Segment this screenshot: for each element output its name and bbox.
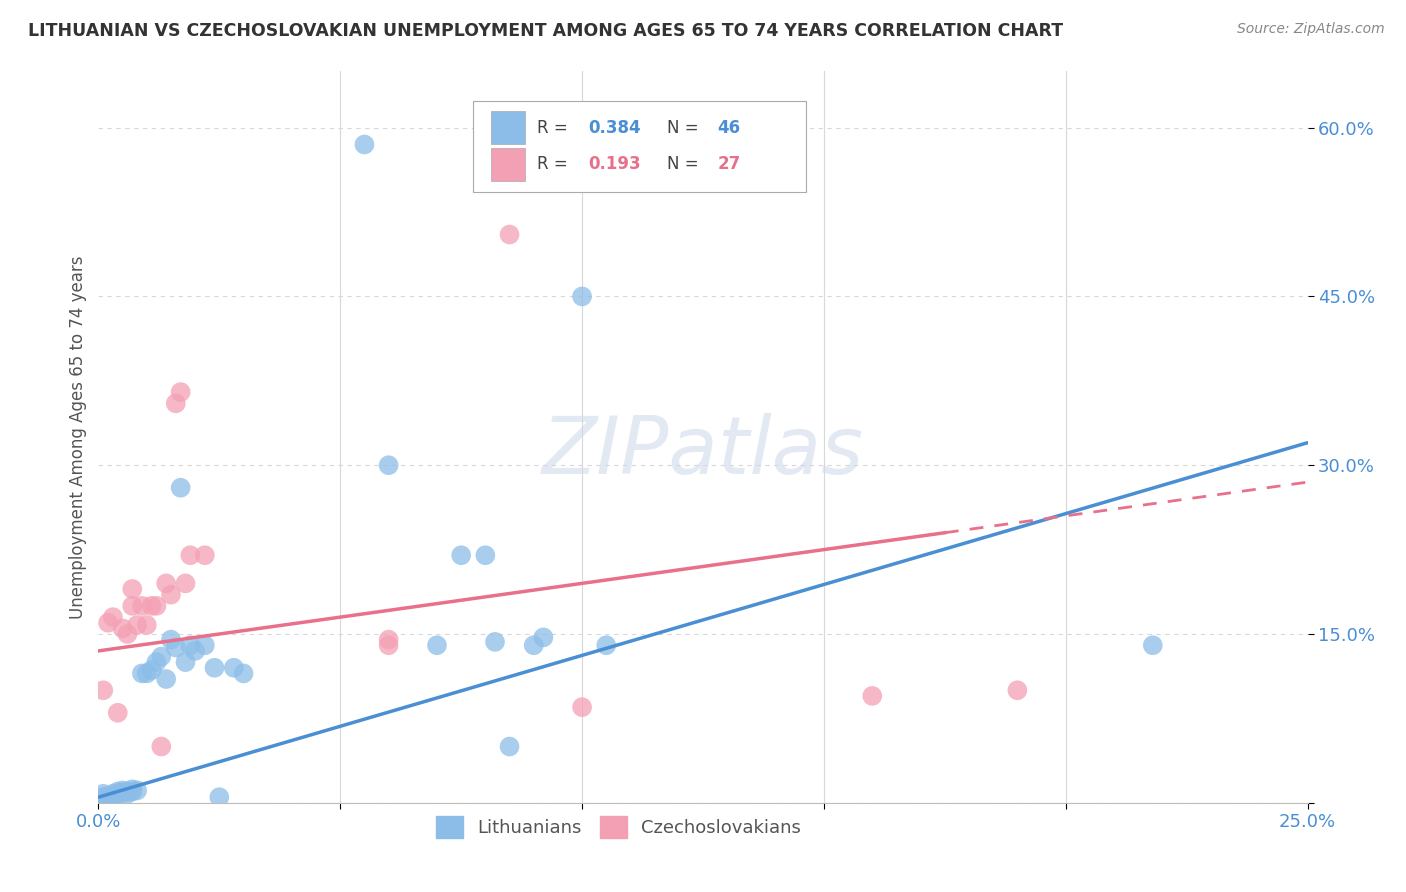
Point	[101, 610, 124, 624]
Y-axis label: Unemployment Among Ages 65 to 74 years: Unemployment Among Ages 65 to 74 years	[69, 255, 87, 619]
Text: 27: 27	[717, 155, 741, 173]
Point	[107, 706, 129, 720]
Point	[121, 784, 143, 798]
Point	[426, 638, 449, 652]
Text: N =: N =	[666, 155, 703, 173]
Point	[145, 599, 167, 613]
Point	[174, 655, 197, 669]
Point	[377, 632, 399, 647]
Bar	[492, 112, 526, 145]
Point	[107, 788, 129, 802]
Point	[1007, 683, 1029, 698]
Point	[179, 548, 201, 562]
Point	[194, 638, 217, 652]
Point	[91, 787, 114, 801]
Point	[97, 789, 120, 803]
Text: ZIPatlas: ZIPatlas	[541, 413, 865, 491]
Point	[111, 783, 134, 797]
Point	[97, 791, 120, 805]
Point	[179, 638, 201, 652]
Point	[571, 289, 593, 303]
Point	[150, 739, 173, 754]
Point	[135, 618, 157, 632]
Point	[498, 739, 520, 754]
Text: 0.193: 0.193	[588, 155, 641, 173]
Point	[160, 588, 183, 602]
Point	[111, 786, 134, 800]
Point	[377, 638, 399, 652]
Point	[571, 700, 593, 714]
Point	[135, 666, 157, 681]
Point	[121, 582, 143, 596]
Point	[165, 396, 187, 410]
Legend: Lithuanians, Czechoslovakians: Lithuanians, Czechoslovakians	[429, 808, 808, 845]
Text: Source: ZipAtlas.com: Source: ZipAtlas.com	[1237, 22, 1385, 37]
Point	[184, 644, 207, 658]
Point	[155, 672, 177, 686]
Bar	[492, 148, 526, 181]
Point	[377, 458, 399, 473]
Point	[127, 618, 149, 632]
Point	[141, 663, 163, 677]
Point	[121, 782, 143, 797]
Text: N =: N =	[666, 119, 703, 136]
Point	[101, 787, 124, 801]
Point	[97, 615, 120, 630]
FancyBboxPatch shape	[474, 101, 806, 192]
Point	[91, 790, 114, 805]
Point	[117, 784, 139, 798]
Point	[484, 635, 506, 649]
Point	[474, 548, 496, 562]
Point	[531, 631, 554, 645]
Point	[101, 789, 124, 803]
Point	[165, 640, 187, 655]
Point	[232, 666, 254, 681]
Text: 46: 46	[717, 119, 741, 136]
Text: 0.384: 0.384	[588, 119, 641, 136]
Point	[450, 548, 472, 562]
Point	[145, 655, 167, 669]
Point	[117, 787, 139, 801]
Point	[1142, 638, 1164, 652]
Point	[498, 227, 520, 242]
Point	[107, 784, 129, 798]
Point	[194, 548, 217, 562]
Point	[222, 661, 245, 675]
Point	[204, 661, 226, 675]
Point	[131, 599, 153, 613]
Point	[155, 576, 177, 591]
Point	[208, 790, 231, 805]
Text: R =: R =	[537, 119, 574, 136]
Point	[150, 649, 173, 664]
Point	[101, 790, 124, 805]
Point	[111, 621, 134, 635]
Point	[595, 638, 617, 652]
Point	[353, 137, 375, 152]
Point	[523, 638, 546, 652]
Point	[141, 599, 163, 613]
Text: LITHUANIAN VS CZECHOSLOVAKIAN UNEMPLOYMENT AMONG AGES 65 TO 74 YEARS CORRELATION: LITHUANIAN VS CZECHOSLOVAKIAN UNEMPLOYME…	[28, 22, 1063, 40]
Point	[97, 792, 120, 806]
Point	[131, 666, 153, 681]
Point	[169, 481, 191, 495]
Text: R =: R =	[537, 155, 574, 173]
Point	[117, 627, 139, 641]
Point	[160, 632, 183, 647]
Point	[174, 576, 197, 591]
Point	[91, 683, 114, 698]
Point	[127, 783, 149, 797]
Point	[860, 689, 883, 703]
Point	[121, 599, 143, 613]
Point	[169, 385, 191, 400]
